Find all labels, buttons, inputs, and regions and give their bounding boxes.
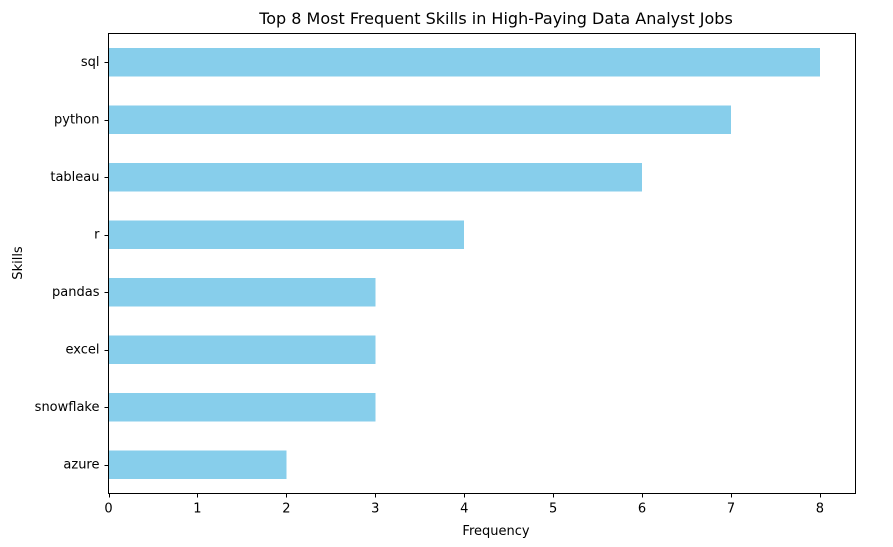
bar-pandas <box>108 277 376 307</box>
y-tick-label-tableau: tableau <box>50 170 99 185</box>
x-tick-label-1: 1 <box>193 502 201 517</box>
y-axis-ticks: sql python tableau r pandas excel snowflake azu… <box>35 55 109 472</box>
x-tick-label-8: 8 <box>816 502 824 517</box>
bars-group <box>108 47 820 480</box>
x-tick-label-2: 2 <box>282 502 290 517</box>
x-tick-label-3: 3 <box>371 502 379 517</box>
y-tick-label-azure: azure <box>63 457 99 472</box>
x-tick-label-5: 5 <box>549 502 557 517</box>
bar-r <box>108 220 465 250</box>
y-tick-label-pandas: pandas <box>52 285 100 300</box>
x-axis-label: Frequency <box>462 524 529 539</box>
bar-excel <box>108 335 376 365</box>
y-tick-label-excel: excel <box>66 342 100 357</box>
x-tick-label-0: 0 <box>104 502 112 517</box>
bar-sql <box>108 47 820 77</box>
x-tick-label-4: 4 <box>460 502 468 517</box>
x-tick-label-6: 6 <box>638 502 646 517</box>
y-tick-label-sql: sql <box>81 55 100 70</box>
bar-snowflake <box>108 392 376 422</box>
bar-python <box>108 105 731 135</box>
x-axis-ticks: 0 1 2 3 4 5 6 7 8 <box>104 493 824 517</box>
y-tick-label-snowflake: snowflake <box>35 400 100 415</box>
bar-azure <box>108 450 287 480</box>
plot-frame <box>108 33 856 494</box>
y-axis-label: Skills <box>11 246 26 280</box>
y-tick-label-r: r <box>94 227 100 242</box>
chart-title: Top 8 Most Frequent Skills in High-Payin… <box>258 9 733 28</box>
bar-tableau <box>108 162 643 192</box>
x-tick-label-7: 7 <box>727 502 735 517</box>
y-tick-label-python: python <box>54 112 99 127</box>
